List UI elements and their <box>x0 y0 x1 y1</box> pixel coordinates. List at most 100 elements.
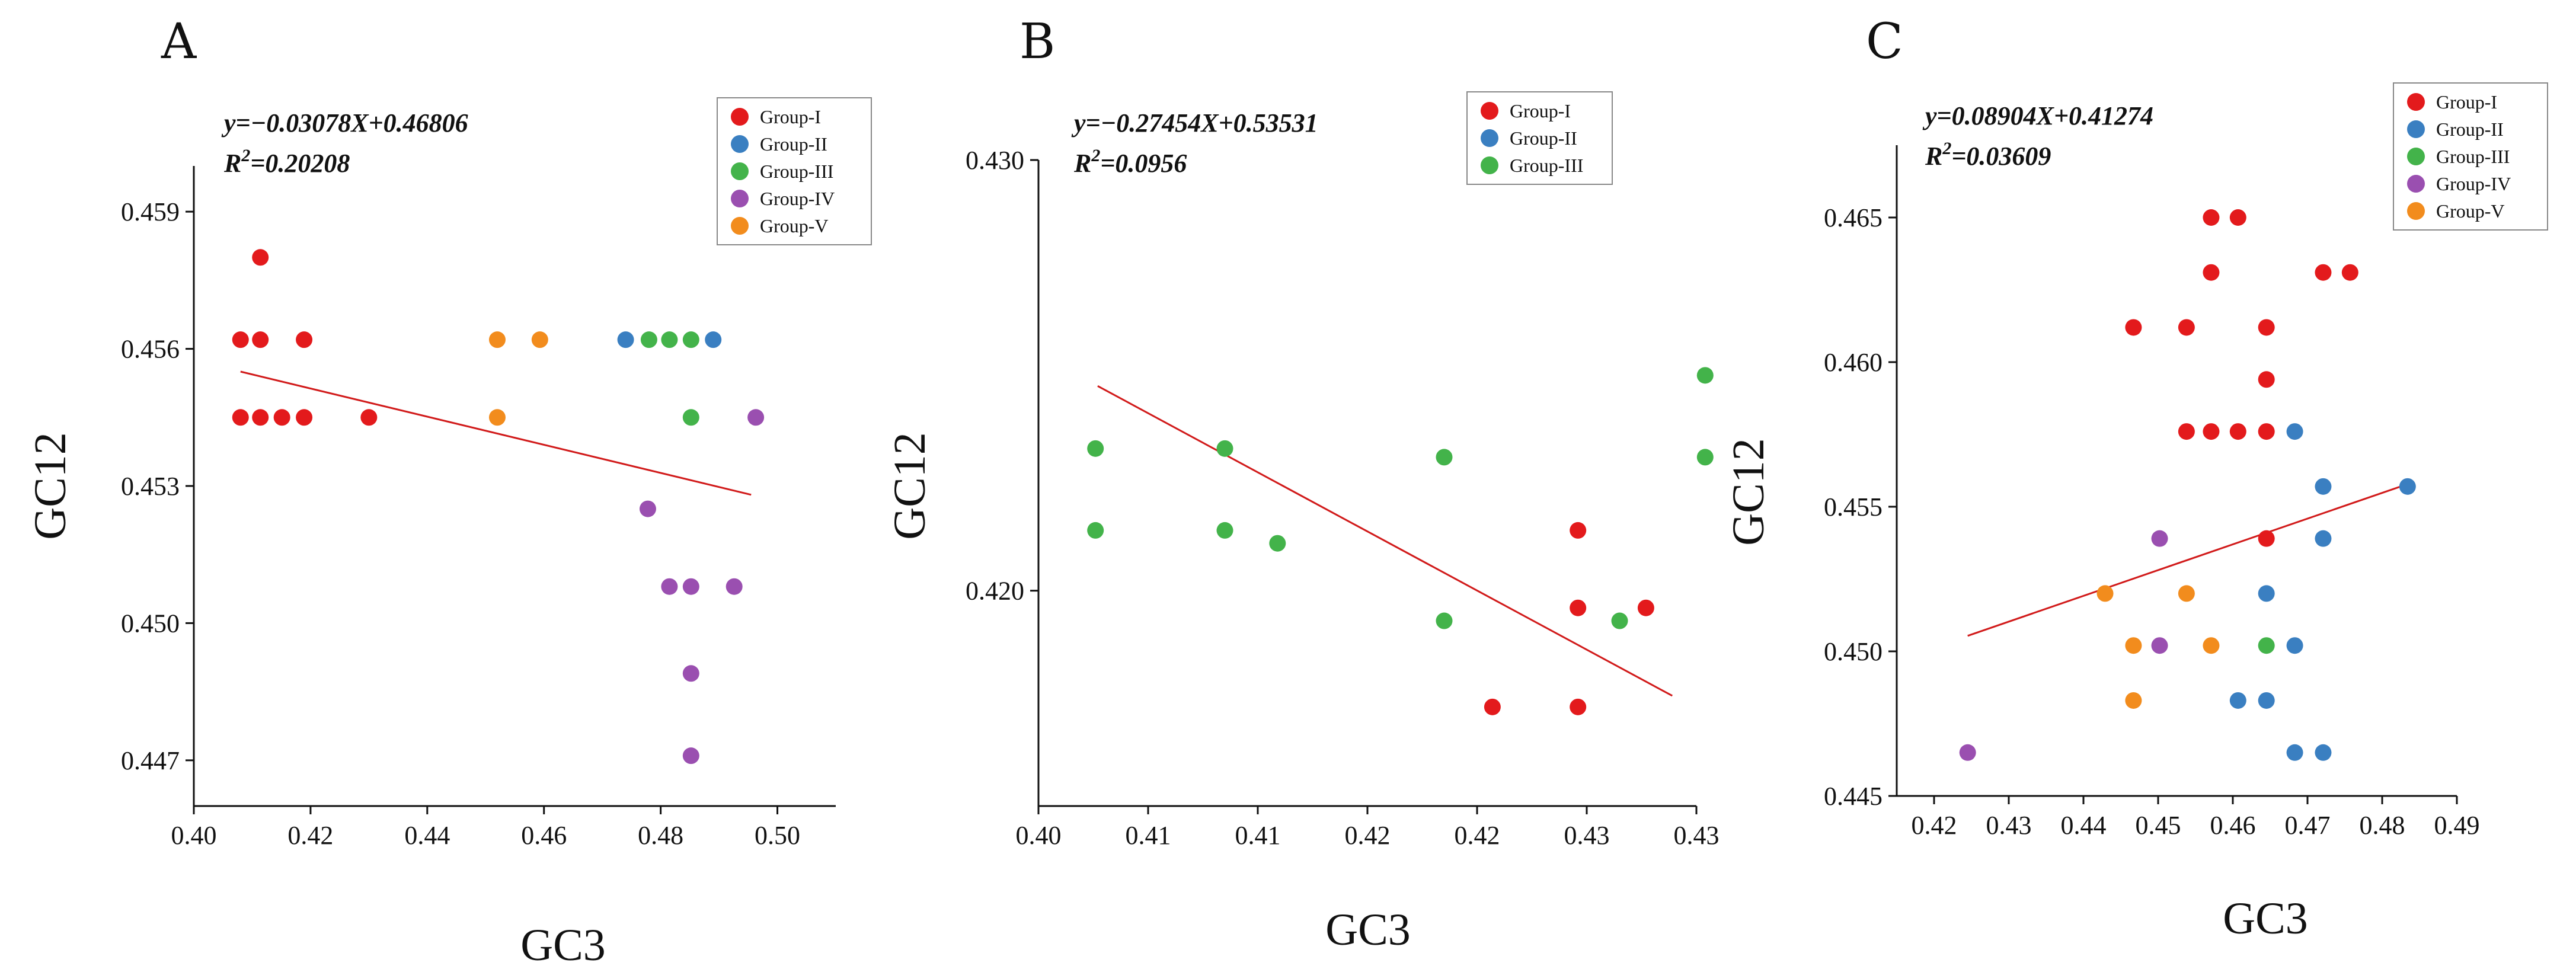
y-tick-label: 0.450 <box>121 609 180 638</box>
point-group-i <box>1637 599 1654 616</box>
point-group-i <box>252 249 269 266</box>
point-group-iii <box>661 331 678 348</box>
regression-equation-c: y=0.08904X+0.41274 <box>1922 101 2153 130</box>
point-group-iii <box>1696 367 1714 384</box>
plot-area-b: 0.40 0.41 0.41 0.42 0.42 0.43 0.43 0.420 0.430 <box>966 146 1720 850</box>
point-group-iii <box>2258 637 2275 654</box>
panel-a: A y=−0.03078X+0.46806 R2=0.20208 GC3 GC1… <box>25 14 872 969</box>
point-group-i <box>2203 209 2220 226</box>
point-group-ii <box>2258 585 2275 602</box>
legend-marker-group-iv <box>2407 175 2425 193</box>
point-group-ii <box>2229 692 2246 709</box>
y-tick-label: 0.430 <box>966 146 1024 175</box>
point-group-i <box>252 331 269 348</box>
point-group-iii <box>1216 522 1233 539</box>
point-group-i <box>2258 371 2275 388</box>
point-group-iv <box>1959 744 1976 761</box>
legend-label: Group-III <box>1510 155 1583 176</box>
legend-marker-group-iii <box>1481 156 1498 174</box>
legend-marker-group-i <box>2407 93 2425 111</box>
point-group-iii <box>1087 522 1104 539</box>
point-group-i <box>296 331 313 348</box>
point-group-i <box>2315 264 2332 281</box>
panel-letter-a: A <box>161 14 197 70</box>
regression-equation-a: y=−0.03078X+0.46806 <box>221 108 468 137</box>
point-group-i <box>2258 319 2275 336</box>
legend-label: Group-II <box>2436 119 2504 140</box>
point-group-v <box>2203 637 2220 654</box>
point-group-ii <box>2315 744 2332 761</box>
point-group-iii <box>1436 612 1453 629</box>
point-group-ii <box>2286 637 2303 654</box>
point-group-ii <box>2286 423 2303 440</box>
point-group-i <box>360 409 378 426</box>
point-group-i <box>2229 423 2246 440</box>
point-group-v <box>2178 585 2195 602</box>
legend-c: Group-I Group-II Group-III Group-IV Group-V <box>2393 82 2548 231</box>
point-group-i <box>232 409 249 426</box>
legend-marker-group-iii <box>731 162 749 180</box>
panel-c: C y=0.08904X+0.41274 R2=0.03609 GC3 GC12… <box>1724 14 2548 944</box>
x-tick-label: 0.47 <box>2285 811 2331 840</box>
legend-marker-group-i <box>1481 102 1498 120</box>
x-tick-label: 0.43 <box>1564 821 1610 850</box>
x-tick-label: 0.40 <box>1016 821 1062 850</box>
y-tick-label: 0.465 <box>1824 203 1883 232</box>
point-group-i <box>232 331 249 348</box>
x-tick-label: 0.49 <box>2434 811 2480 840</box>
point-group-v <box>2096 585 2114 602</box>
point-group-i <box>296 409 313 426</box>
x-tick-label: 0.43 <box>1986 811 2032 840</box>
point-group-i <box>2258 423 2275 440</box>
x-tick-label: 0.44 <box>404 821 450 850</box>
legend-label: Group-I <box>760 106 821 127</box>
point-group-i <box>1570 522 1587 539</box>
x-tick-label: 0.45 <box>2136 811 2181 840</box>
x-tick-label: 0.42 <box>1912 811 1957 840</box>
y-axis-label-b: GC12 <box>885 432 935 540</box>
point-group-iii <box>1269 535 1286 552</box>
point-group-i <box>2258 530 2275 547</box>
point-group-iii <box>1216 440 1233 457</box>
point-group-ii <box>2315 530 2332 547</box>
x-tick-label: 0.46 <box>521 821 567 850</box>
panel-letter-b: B <box>1019 14 1055 70</box>
plot-area-c: 0.42 0.43 0.44 0.45 0.46 0.47 0.48 0.49 0.445 0.4… <box>1824 145 2480 840</box>
point-group-iii <box>682 331 699 348</box>
r-squared-b: R2=0.0956 <box>1073 146 1187 178</box>
point-group-iv <box>682 578 699 595</box>
point-group-i <box>2178 319 2195 336</box>
point-group-ii <box>2286 744 2303 761</box>
legend-b: Group-I Group-II Group-III <box>1466 91 1613 185</box>
x-tick-label: 0.42 <box>1345 821 1391 850</box>
point-group-iv <box>2151 530 2168 547</box>
point-group-iv <box>639 500 656 517</box>
x-tick-label: 0.46 <box>2210 811 2256 840</box>
legend-label: Group-V <box>2436 200 2505 222</box>
regression-line <box>240 370 752 496</box>
point-group-v <box>2125 637 2142 654</box>
legend-label: Group-IV <box>2436 173 2511 194</box>
y-axis-label-a: GC12 <box>25 432 75 540</box>
point-group-iii <box>1611 612 1628 629</box>
point-group-v <box>2125 692 2142 709</box>
y-tick-label: 0.450 <box>1824 637 1883 666</box>
legend-marker-group-i <box>731 108 749 126</box>
x-tick-label: 0.41 <box>1235 821 1281 850</box>
point-group-iii <box>1087 440 1104 457</box>
point-group-i <box>1570 698 1587 715</box>
legend-label: Group-III <box>760 161 833 182</box>
point-group-i <box>2178 423 2195 440</box>
legend-marker-group-ii <box>1481 129 1498 147</box>
point-group-i <box>2341 264 2358 281</box>
point-group-iii <box>1436 449 1453 466</box>
panel-letter-c: C <box>1866 14 1903 70</box>
legend-label: Group-V <box>760 215 829 236</box>
legend-marker-group-ii <box>2407 120 2425 138</box>
point-group-iv <box>682 665 699 682</box>
regression-equation-b: y=−0.27454X+0.53531 <box>1071 108 1318 137</box>
point-group-v <box>488 409 506 426</box>
x-tick-label: 0.50 <box>755 821 800 850</box>
regression-line <box>1967 482 2409 637</box>
